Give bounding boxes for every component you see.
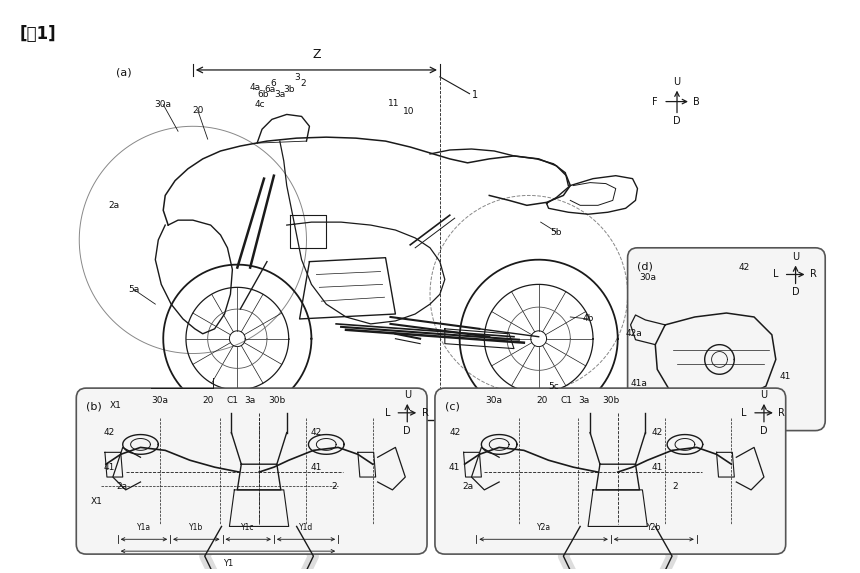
Text: U: U xyxy=(403,390,411,400)
Text: F: F xyxy=(653,97,658,107)
Text: D: D xyxy=(673,116,681,126)
Text: 3b: 3b xyxy=(283,85,294,94)
FancyBboxPatch shape xyxy=(435,388,786,554)
Text: 41: 41 xyxy=(310,462,322,472)
Text: 20: 20 xyxy=(536,397,547,406)
Text: 2: 2 xyxy=(331,482,337,492)
Text: B: B xyxy=(693,97,700,107)
Text: Y1d: Y1d xyxy=(299,523,313,532)
Text: Y1: Y1 xyxy=(223,559,233,568)
Text: C1: C1 xyxy=(561,397,573,406)
Text: 20: 20 xyxy=(192,106,204,115)
Text: U: U xyxy=(760,390,767,400)
Text: Y1a: Y1a xyxy=(137,523,151,532)
Text: (b): (b) xyxy=(86,402,102,412)
Text: 1: 1 xyxy=(471,89,477,100)
Text: [図1]: [図1] xyxy=(20,25,57,42)
Text: 42: 42 xyxy=(103,428,114,437)
Text: U: U xyxy=(792,252,799,262)
Text: 41: 41 xyxy=(103,462,114,472)
Text: 42: 42 xyxy=(739,263,750,272)
Text: Z: Z xyxy=(312,48,321,61)
Text: 30b: 30b xyxy=(602,397,619,406)
Text: 41: 41 xyxy=(449,462,460,472)
Text: 2: 2 xyxy=(673,482,678,492)
Text: (c): (c) xyxy=(445,402,460,412)
Text: L: L xyxy=(741,408,747,418)
Text: 42: 42 xyxy=(449,428,460,437)
Text: 3a: 3a xyxy=(274,90,286,99)
Text: (a): (a) xyxy=(116,67,132,77)
Text: 5b: 5b xyxy=(550,227,562,237)
Text: 2a: 2a xyxy=(462,482,473,492)
Text: 3a: 3a xyxy=(244,397,255,406)
FancyBboxPatch shape xyxy=(77,388,427,554)
Text: Y2a: Y2a xyxy=(537,523,550,532)
Text: D: D xyxy=(760,426,768,435)
Text: 2a: 2a xyxy=(116,482,127,492)
Text: 30a: 30a xyxy=(155,100,172,109)
Text: Y1b: Y1b xyxy=(189,523,204,532)
Text: 41: 41 xyxy=(652,462,663,472)
Text: 42: 42 xyxy=(652,428,663,437)
Text: 6b: 6b xyxy=(257,90,269,99)
Text: 10: 10 xyxy=(402,107,414,116)
Text: D: D xyxy=(792,287,800,297)
Text: 30a: 30a xyxy=(486,397,503,406)
Text: L: L xyxy=(384,408,390,418)
Text: 4b: 4b xyxy=(582,315,593,323)
Text: 30a: 30a xyxy=(151,397,169,406)
Text: Y1c: Y1c xyxy=(242,523,255,532)
Text: 3: 3 xyxy=(295,73,300,83)
Text: 11: 11 xyxy=(388,99,399,108)
Text: 2a: 2a xyxy=(108,201,120,210)
Text: 41a: 41a xyxy=(631,379,648,388)
Text: 30a: 30a xyxy=(639,273,656,282)
Text: D: D xyxy=(403,426,411,435)
Text: 5c: 5c xyxy=(548,382,559,391)
Text: 30b: 30b xyxy=(268,397,286,406)
Text: U: U xyxy=(673,77,680,87)
Text: 42: 42 xyxy=(310,428,322,437)
Text: R: R xyxy=(778,408,785,418)
Text: 20: 20 xyxy=(202,397,213,406)
Text: X1: X1 xyxy=(110,402,122,410)
Text: 41: 41 xyxy=(780,372,791,380)
Text: 2: 2 xyxy=(301,79,306,88)
FancyBboxPatch shape xyxy=(628,248,826,430)
Text: X1: X1 xyxy=(91,497,103,506)
Text: 5a: 5a xyxy=(128,285,139,294)
Text: Y2b: Y2b xyxy=(647,523,661,532)
Text: 3a: 3a xyxy=(579,397,590,406)
Text: 6a: 6a xyxy=(264,85,275,94)
Text: 42a: 42a xyxy=(625,329,642,338)
Text: (d): (d) xyxy=(637,262,654,272)
Text: 4a: 4a xyxy=(249,83,261,92)
Text: L: L xyxy=(773,269,778,280)
Text: R: R xyxy=(421,408,428,418)
Text: 6: 6 xyxy=(270,79,276,88)
Text: R: R xyxy=(810,269,817,280)
Text: 4c: 4c xyxy=(255,100,266,109)
Text: C1: C1 xyxy=(226,397,238,406)
